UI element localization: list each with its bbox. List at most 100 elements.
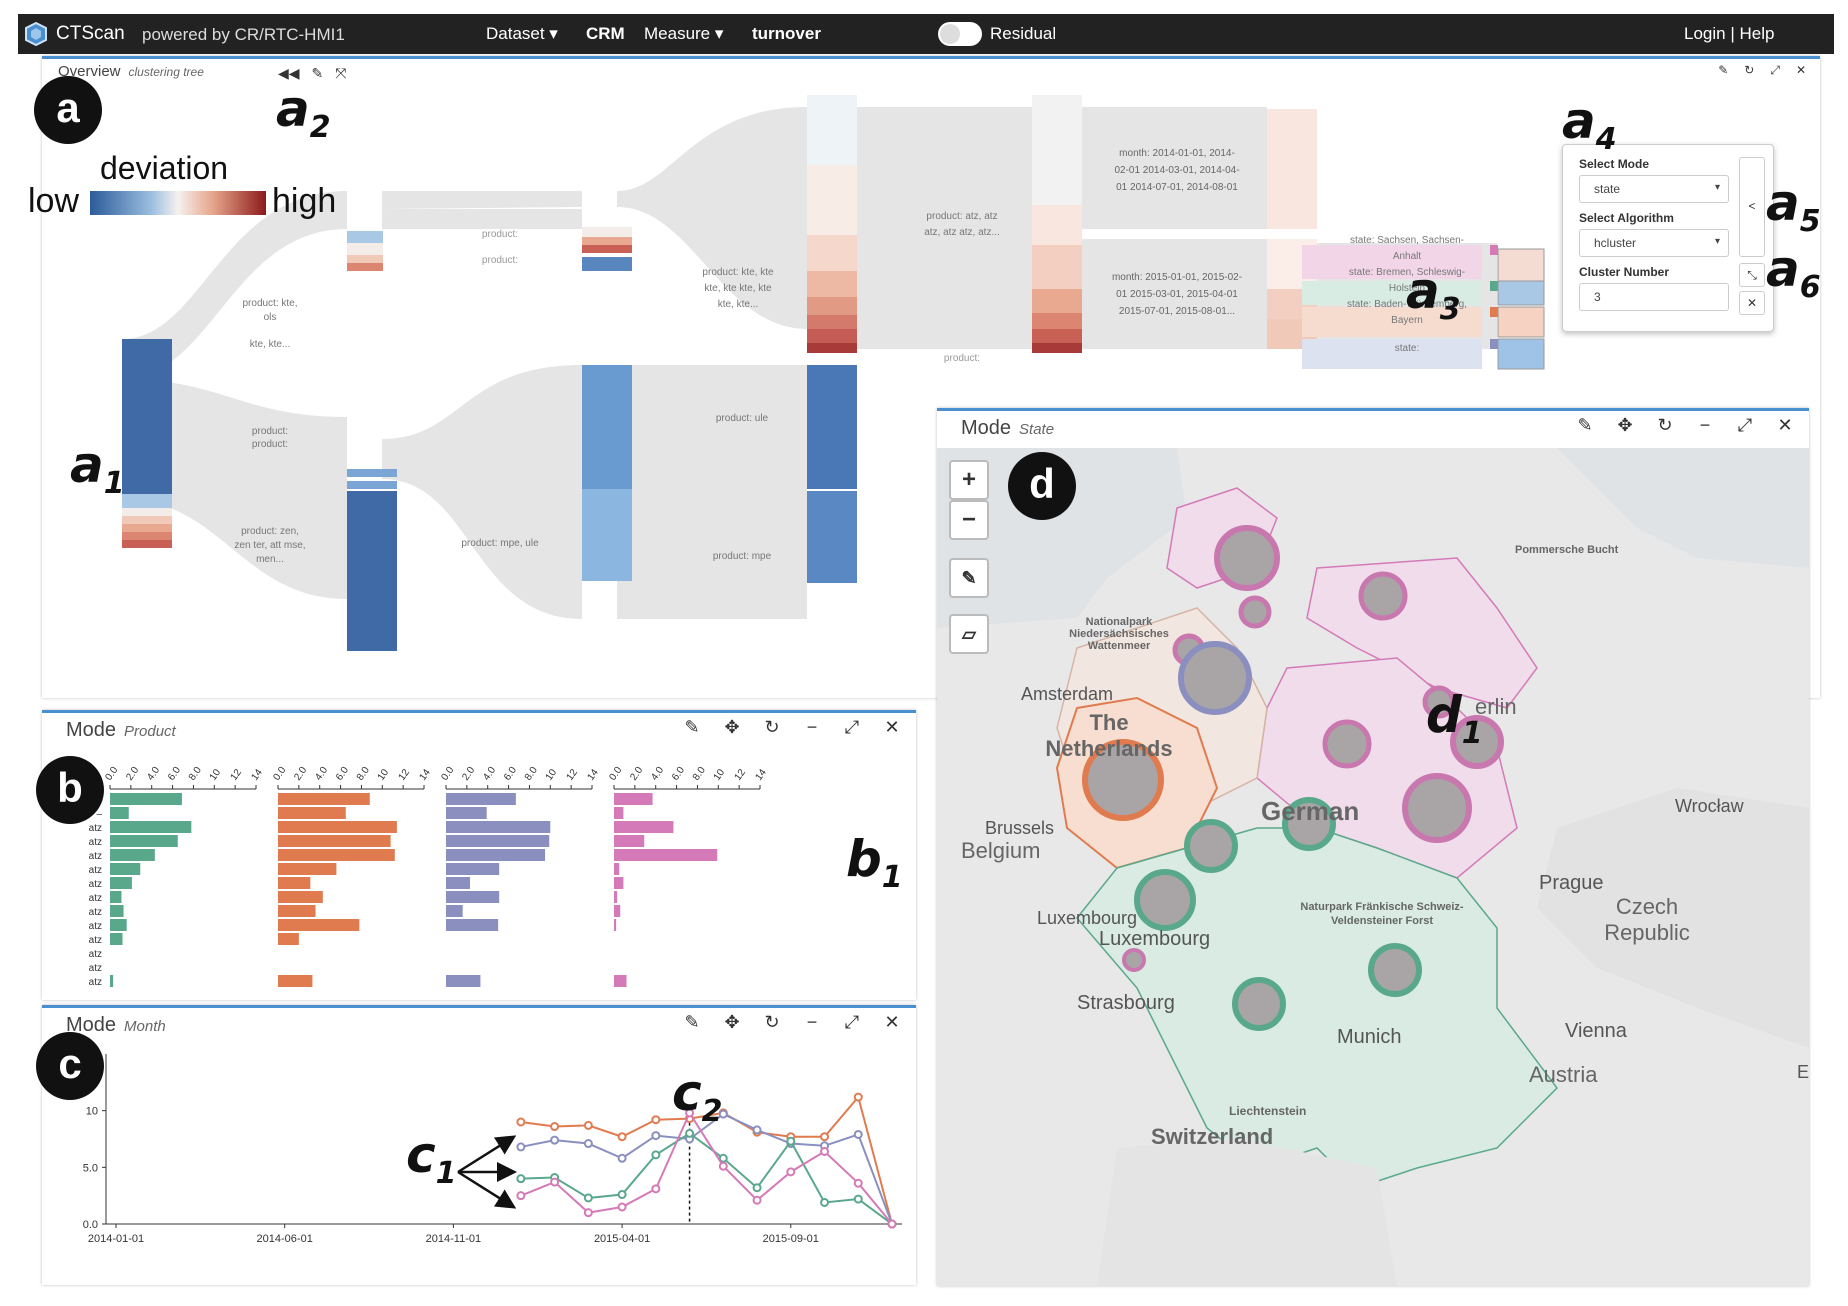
- edit-icon[interactable]: ✎: [1718, 63, 1729, 77]
- refresh-icon[interactable]: ↻: [1657, 415, 1673, 435]
- bar: [110, 793, 182, 805]
- annotation-a5-index: 5: [1799, 204, 1821, 239]
- place-belgium: Belgium: [961, 838, 1041, 863]
- cluster-circle-5: [1178, 641, 1252, 715]
- close-popup-button[interactable]: ✕: [1739, 291, 1765, 315]
- annotation-c1-index: 1: [435, 1156, 457, 1191]
- annotation-b1-letter: b: [846, 830, 882, 888]
- label-product-product: product: product:: [251, 426, 289, 450]
- close-icon[interactable]: ✕: [884, 717, 900, 737]
- x-tick-label: 8.0: [691, 765, 708, 783]
- cluster-number-input[interactable]: 3: [1579, 283, 1729, 311]
- maximize-icon[interactable]: ⤢: [844, 717, 860, 737]
- cluster-circle-3: [1358, 571, 1408, 621]
- state-map[interactable]: + − ✎ ▱ Pommersche Bucht Nationalpark Ni…: [937, 448, 1809, 1286]
- maximize-icon[interactable]: ⤢: [1737, 415, 1753, 435]
- x-tick-label: 2014-11-01: [426, 1233, 481, 1245]
- state-rows: [1302, 245, 1545, 370]
- collapse-popup-button[interactable]: <: [1739, 157, 1765, 257]
- minimize-icon[interactable]: −: [1699, 415, 1711, 435]
- x-tick-label: 4.0: [145, 765, 162, 783]
- refresh-icon[interactable]: ↻: [764, 1012, 780, 1032]
- select-algorithm-value: hcluster: [1594, 236, 1637, 250]
- minimize-icon[interactable]: −: [806, 717, 818, 737]
- series-point: [685, 1108, 695, 1118]
- label-product-zen: product: zen, zen ter, att mse, men...: [234, 526, 306, 565]
- x-tick-label: 12: [229, 767, 245, 783]
- bar: [446, 863, 500, 875]
- annotation-a1-index: 1: [103, 466, 125, 501]
- cluster-circle-8: [1322, 719, 1372, 769]
- select-algorithm-label: Select Algorithm: [1579, 211, 1674, 225]
- zoom-in-button[interactable]: +: [949, 460, 989, 500]
- select-algorithm-dropdown[interactable]: hcluster ▾: [1579, 229, 1729, 257]
- series-point: [853, 1129, 863, 1139]
- x-tick-label: 10: [544, 767, 560, 783]
- x-tick-label: 12: [565, 767, 581, 783]
- cluster-circle-14: [1122, 948, 1146, 972]
- bar: [110, 877, 132, 889]
- annotation-a4-letter: a: [1562, 92, 1596, 150]
- month-line-chart[interactable]: 0.0 5.0 10 2014-01-01 2014-06-01 2014-11-01 20…: [42, 1044, 916, 1284]
- bar: [278, 905, 316, 917]
- move-icon[interactable]: ✥: [724, 717, 740, 737]
- collapse-all-icon[interactable]: ◀◀: [278, 65, 300, 81]
- close-icon[interactable]: ✕: [1777, 415, 1793, 435]
- bar: [278, 919, 360, 931]
- eraser-icon[interactable]: ✎: [311, 65, 324, 81]
- product-bar-chart[interactable]: ––atzatzatzatzatzatzatzatzatzatzatzatz0.…: [42, 749, 916, 999]
- draw-tool-icon[interactable]: ✎: [949, 558, 989, 598]
- series-line: [520, 1110, 893, 1225]
- measure-menu[interactable]: Measure ▾: [644, 24, 724, 43]
- bar: [614, 877, 624, 889]
- edit-icon[interactable]: ✎: [684, 1012, 700, 1032]
- clustering-tree[interactable]: [42, 59, 1820, 699]
- zoom-out-button[interactable]: −: [949, 500, 989, 540]
- series-point: [651, 1131, 661, 1141]
- cluster-settings-popup: Select Mode state ▾ Select Algorithm hclu…: [1562, 144, 1774, 332]
- refresh-icon[interactable]: ↻: [1744, 63, 1755, 77]
- annotation-d1-letter: d: [1426, 686, 1462, 744]
- annotation-a1-letter: a: [70, 436, 104, 494]
- marker-b: b: [36, 756, 104, 824]
- annotation-c2-letter: c: [672, 1064, 702, 1122]
- login-help-link[interactable]: Login | Help: [1684, 24, 1775, 43]
- series-point: [583, 1193, 593, 1203]
- edit-icon[interactable]: ✎: [684, 717, 700, 737]
- expand-icon[interactable]: ⤧: [335, 65, 347, 81]
- series-point: [752, 1183, 762, 1193]
- dataset-menu[interactable]: Dataset ▾: [486, 24, 558, 43]
- bar: [110, 919, 127, 931]
- app-brand[interactable]: CTScan: [56, 23, 125, 44]
- move-icon[interactable]: ✥: [724, 1012, 740, 1032]
- select-mode-dropdown[interactable]: state ▾: [1579, 175, 1729, 203]
- place-liechtenstein: Liechtenstein: [1229, 1104, 1307, 1118]
- annotation-a2-letter: a: [276, 80, 310, 138]
- bar: [614, 919, 617, 931]
- row-label: atz: [89, 823, 102, 834]
- bar: [446, 905, 463, 917]
- x-tick-label: 2014-06-01: [257, 1233, 313, 1245]
- refresh-icon[interactable]: ↻: [764, 717, 780, 737]
- close-icon[interactable]: ✕: [1795, 63, 1806, 77]
- bar: [614, 807, 624, 819]
- overview-subtitle: clustering tree: [128, 65, 204, 79]
- minimize-icon[interactable]: −: [806, 1012, 818, 1032]
- bar: [110, 905, 124, 917]
- annotation-a6-index: 6: [1799, 270, 1821, 305]
- x-tick-label: 0.0: [439, 765, 456, 783]
- maximize-icon[interactable]: ⤢: [844, 1012, 860, 1032]
- month-panel: Mode Month ✎ ✥ ↻ − ⤢ ✕ 0.0 5.0 10 2014-01-01…: [42, 1005, 916, 1285]
- close-icon[interactable]: ✕: [884, 1012, 900, 1032]
- maximize-icon[interactable]: ⤢: [1770, 63, 1780, 77]
- move-icon[interactable]: ✥: [1617, 415, 1633, 435]
- node-l2-top: [347, 231, 383, 271]
- shrink-icon[interactable]: ⤡: [1739, 263, 1765, 287]
- measure-value: turnover: [752, 24, 821, 43]
- series-line: [520, 1094, 893, 1225]
- select-mode-value: state: [1594, 182, 1621, 196]
- edit-icon[interactable]: ✎: [1577, 415, 1593, 435]
- residual-toggle[interactable]: [938, 22, 982, 46]
- eraser-tool-icon[interactable]: ▱: [949, 614, 989, 654]
- cluster-circle-12: [1184, 819, 1238, 873]
